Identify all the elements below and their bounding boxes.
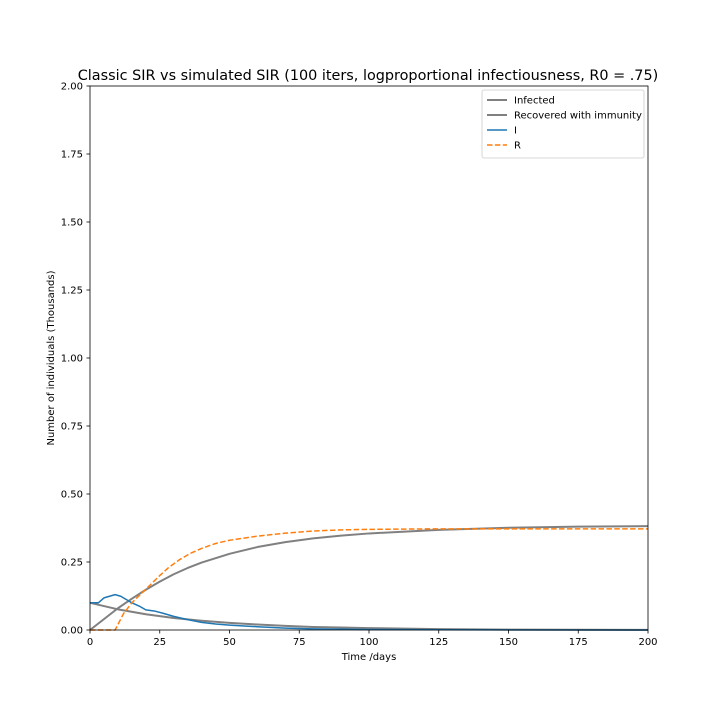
x-tick-label: 200 (638, 637, 657, 648)
legend-label: R (514, 141, 521, 152)
legend-label: I (514, 126, 517, 137)
x-tick-label: 0 (87, 637, 93, 648)
y-tick-label: 1.50 (61, 218, 83, 229)
y-tick-label: 0.75 (61, 422, 83, 433)
y-axis: 0.00 0.25 0.50 0.75 1.00 1.25 1.50 1.75 2.00 (61, 82, 90, 637)
chart-title: Classic SIR vs simulated SIR (100 iters,… (78, 68, 659, 84)
x-tick-label: 25 (153, 637, 166, 648)
x-tick-label: 175 (569, 637, 588, 648)
x-tick-label: 50 (223, 637, 236, 648)
series-line-recovered-with-immunity (89, 525, 649, 631)
y-tick-label: 2.00 (61, 82, 83, 93)
x-tick-label: 75 (293, 637, 306, 648)
legend-label: Infected (514, 96, 555, 107)
y-tick-label: 1.00 (61, 354, 83, 365)
plot-frame (89, 85, 649, 631)
legend: Infected Recovered with immunity IR (481, 89, 645, 159)
y-axis-label: Number of individuals (Thousands) (46, 270, 57, 445)
series-layer (89, 525, 649, 631)
series-line-i (90, 593, 649, 631)
x-tick-label: 125 (429, 637, 448, 648)
legend-box (481, 89, 645, 159)
x-tick-label: 150 (499, 637, 518, 648)
x-axis: 0 25 50 75 100 125 150 175 200 (87, 630, 658, 648)
y-tick-label: 0.00 (61, 626, 83, 637)
x-axis-label: Time /days (341, 652, 397, 663)
y-tick-label: 1.75 (61, 150, 83, 161)
legend-label: Recovered with immunity (514, 111, 642, 122)
y-tick-label: 1.25 (61, 286, 83, 297)
series-line-r (90, 528, 648, 631)
x-tick-label: 100 (359, 637, 378, 648)
plot-area (90, 86, 648, 630)
y-tick-label: 0.25 (61, 558, 83, 569)
plot-background (90, 86, 648, 630)
y-tick-label: 0.50 (61, 490, 83, 501)
